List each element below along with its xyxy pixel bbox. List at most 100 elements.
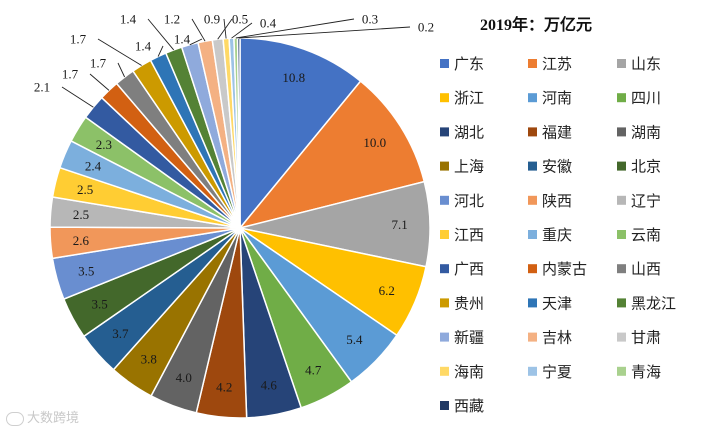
legend-item-24: 黑龙江 [617, 294, 676, 312]
legend-item-11: 安徽 [528, 158, 572, 176]
value-label-23: 1.4 [135, 39, 152, 54]
legend-item-14: 陕西 [528, 192, 572, 210]
legend-item-19: 广西 [440, 260, 484, 278]
value-label-7: 4.6 [261, 378, 278, 393]
legend-item-3: 山东 [617, 55, 661, 73]
legend-item-22: 贵州 [440, 294, 484, 312]
legend-label-8: 福建 [542, 123, 572, 141]
legend-swatch-4 [440, 93, 449, 103]
legend-label-15: 辽宁 [631, 192, 661, 210]
legend-label-1: 广东 [454, 55, 484, 73]
watermark: 大数跨境 [6, 407, 79, 426]
legend-label-24: 黑龙江 [631, 294, 676, 312]
legend-swatch-2 [528, 59, 537, 68]
legend-swatch-13 [440, 195, 449, 205]
pie-slice-2 [237, 80, 426, 230]
legend-item-29: 宁夏 [528, 363, 572, 381]
legend-label-10: 上海 [454, 158, 484, 176]
legend-label-28: 海南 [454, 363, 484, 381]
value-label-26: 1.2 [164, 12, 180, 27]
value-label-31: 0.2 [418, 20, 434, 35]
legend-swatch-25 [440, 332, 449, 342]
legend-swatch-16 [440, 230, 449, 239]
leader-line-25 [189, 38, 203, 46]
chart-title: 2019年：万亿元 [480, 15, 592, 34]
legend-label-6: 四川 [631, 89, 661, 107]
legend-label-23: 天津 [542, 294, 572, 312]
legend-swatch-5 [528, 93, 537, 103]
value-label-4: 6.2 [379, 283, 395, 298]
legend-swatch-24 [617, 298, 626, 308]
value-label-17: 2.4 [85, 158, 102, 173]
legend-swatch-19 [440, 264, 449, 274]
leader-line-19 [61, 86, 94, 108]
legend-item-15: 辽宁 [617, 192, 661, 210]
legend-item-28: 海南 [440, 363, 484, 381]
leader-line-23 [157, 45, 164, 57]
legend-label-20: 内蒙古 [542, 260, 587, 278]
legend-label-25: 新疆 [454, 329, 484, 347]
legend-label-3: 山东 [631, 55, 661, 73]
leader-line-29 [231, 22, 253, 39]
leader-line-24 [147, 18, 175, 51]
legend-swatch-11 [528, 161, 537, 171]
value-label-6: 4.7 [305, 362, 322, 377]
legend-swatch-31 [440, 401, 449, 410]
legend-swatch-20 [528, 264, 537, 274]
leader-line-26 [191, 18, 206, 42]
value-label-13: 3.5 [78, 263, 94, 278]
leader-line-22 [97, 38, 142, 66]
legend-swatch-9 [617, 127, 626, 137]
leader-line-20 [89, 73, 110, 91]
value-label-18: 2.3 [96, 137, 112, 152]
legend-item-21: 山西 [617, 260, 661, 278]
legend-label-19: 广西 [454, 260, 484, 278]
value-label-28: 0.5 [232, 12, 248, 27]
value-label-14: 2.6 [73, 233, 90, 248]
pie-slices [49, 37, 431, 419]
leader-line-21 [117, 62, 126, 78]
value-label-22: 1.7 [70, 32, 87, 47]
legend-label-22: 贵州 [454, 294, 484, 312]
legend-item-6: 四川 [617, 89, 661, 107]
legend-label-27: 甘肃 [631, 329, 661, 347]
legend-label-31: 西藏 [454, 397, 484, 415]
legend-label-16: 江西 [454, 226, 484, 244]
legend-item-5: 河南 [528, 89, 572, 107]
legend-swatch-15 [617, 195, 626, 205]
legend-item-2: 江苏 [528, 55, 572, 73]
value-label-9: 4.0 [176, 370, 192, 385]
legend-item-30: 青海 [617, 363, 661, 381]
legend-item-31: 西藏 [440, 397, 484, 415]
legend-label-11: 安徽 [542, 158, 572, 176]
legend-swatch-21 [617, 264, 626, 274]
value-label-1: 10.8 [282, 70, 305, 85]
legend-label-13: 河北 [454, 192, 484, 210]
legend-swatch-28 [440, 366, 449, 376]
legend-item-8: 福建 [528, 123, 572, 141]
legend-swatch-18 [617, 230, 626, 239]
legend-swatch-27 [617, 332, 626, 342]
leader-line-31 [238, 26, 411, 39]
value-label-30: 0.3 [362, 12, 378, 27]
legend-swatch-1 [440, 59, 449, 68]
value-label-16: 2.5 [77, 182, 93, 197]
value-label-8: 4.2 [216, 379, 232, 394]
value-label-27: 0.9 [204, 12, 220, 27]
watermark-text: 大数跨境 [27, 411, 80, 426]
legend-item-17: 重庆 [528, 226, 572, 244]
value-label-12: 3.5 [91, 296, 107, 311]
legend-swatch-6 [617, 93, 626, 103]
legend-swatch-30 [617, 366, 626, 376]
value-label-15: 2.5 [73, 207, 89, 222]
value-label-21: 1.7 [90, 56, 107, 71]
legend-swatch-12 [617, 161, 626, 171]
legend-item-16: 江西 [440, 226, 484, 244]
legend-swatch-7 [440, 127, 449, 137]
legend-item-9: 湖南 [617, 123, 661, 141]
pie-slice-1 [239, 37, 362, 231]
legend-item-25: 新疆 [440, 329, 484, 347]
legend-item-20: 内蒙古 [528, 260, 587, 278]
